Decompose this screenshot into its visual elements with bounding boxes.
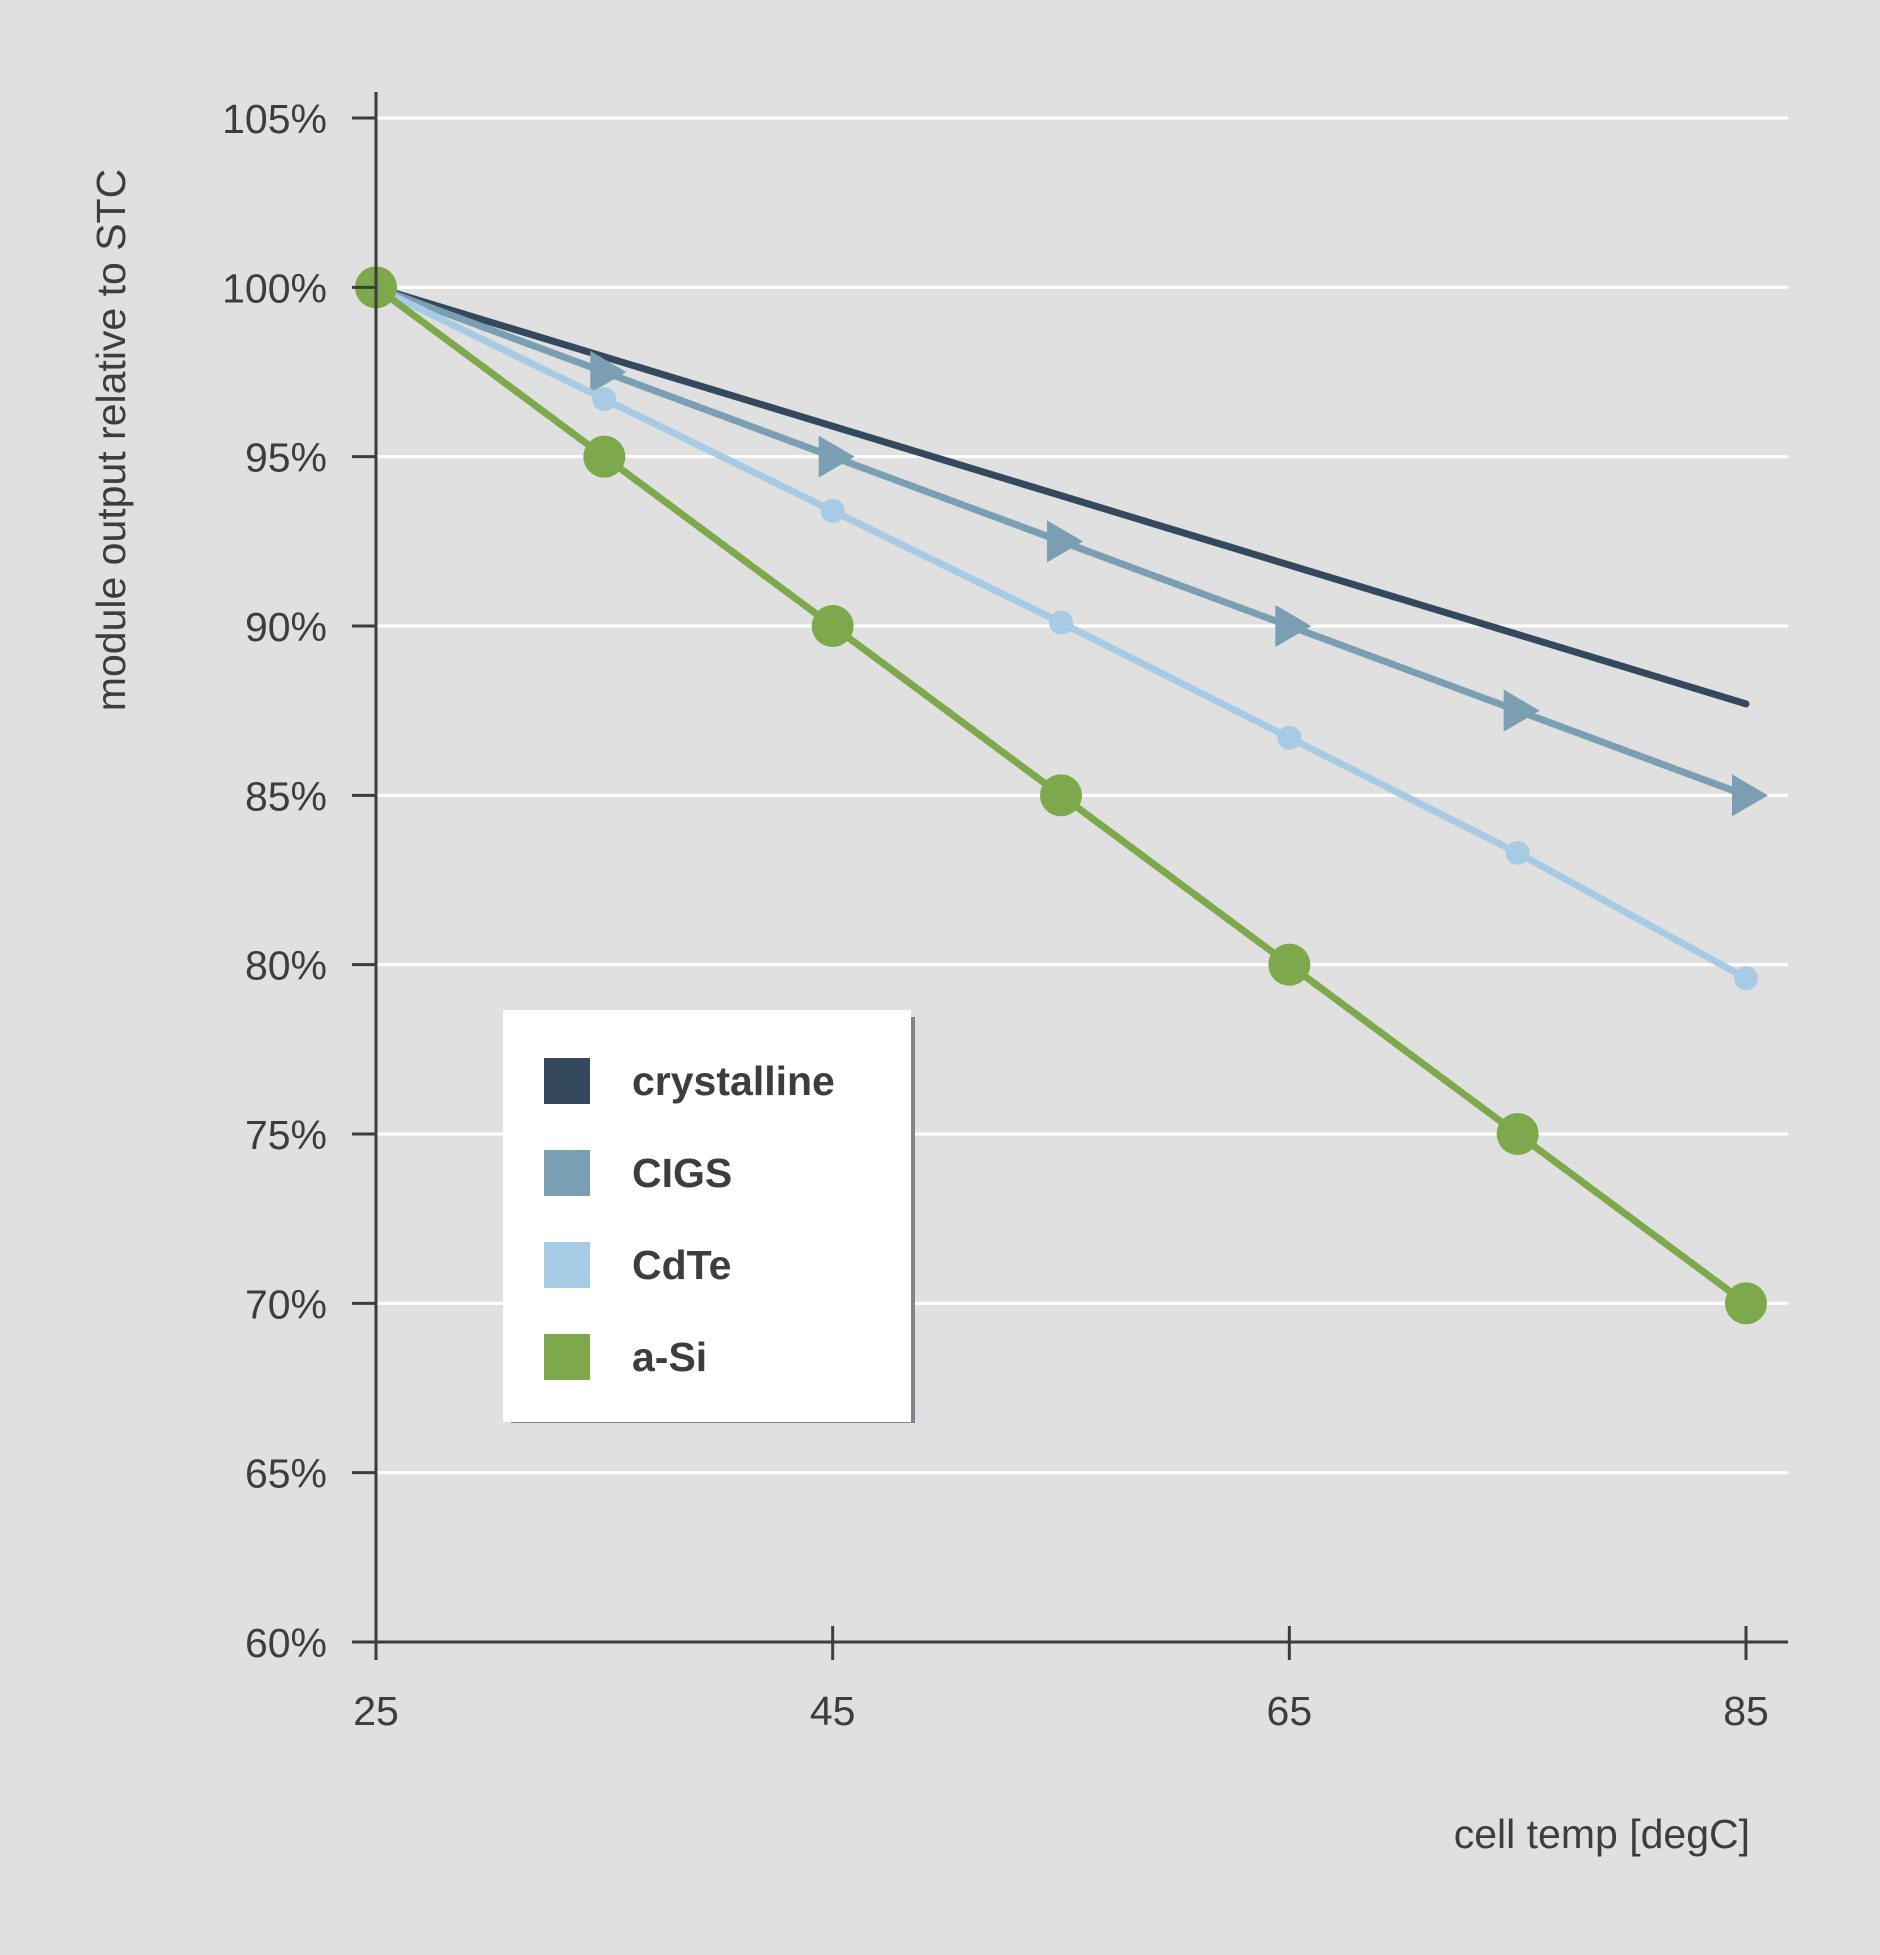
data-point-cigs	[590, 351, 627, 393]
data-point-cigs	[1047, 520, 1083, 563]
axes: 60% 65% 70% 75% 80% 85% 90% 95% 100% 105% 25 45 65 85	[222, 92, 1788, 1734]
legend-swatch-a-si	[544, 1334, 590, 1380]
legend-swatch-cdte	[544, 1242, 590, 1288]
data-point-cigs	[1275, 605, 1312, 647]
legend-label-crystalline: crystalline	[632, 1058, 835, 1104]
y-tick-label: 100%	[222, 265, 327, 311]
y-tick-label: 75%	[245, 1112, 327, 1158]
y-tick-label: 95%	[245, 435, 327, 481]
data-point-a-si	[583, 435, 626, 478]
y-tick-label: 65%	[245, 1451, 327, 1497]
y-axis-label: module output relative to STC	[88, 169, 134, 711]
data-point-a-si	[1040, 774, 1082, 817]
legend-swatch-crystalline	[544, 1058, 590, 1104]
legend-label-cdte: CdTe	[632, 1242, 731, 1288]
data-point-cdte	[1734, 966, 1758, 991]
y-tick-label: 80%	[245, 943, 327, 989]
legend-swatch-cigs	[544, 1150, 590, 1196]
y-tick-label: 70%	[245, 1281, 327, 1327]
legend-label-cigs: CIGS	[632, 1150, 732, 1196]
x-tick-label: 25	[353, 1688, 399, 1734]
data-point-cigs	[818, 435, 855, 478]
data-point-a-si	[811, 605, 854, 647]
legend-label-a-si: a-Si	[632, 1334, 707, 1380]
data-point-cdte	[1505, 840, 1530, 865]
data-point-cigs	[1732, 774, 1768, 817]
data-point-a-si	[1725, 1282, 1767, 1325]
data-point-cdte	[1049, 610, 1073, 635]
data-point-cdte	[820, 498, 845, 523]
series-line-crystalline	[372, 283, 1750, 708]
x-tick-label: 65	[1267, 1688, 1313, 1734]
y-tick-label: 85%	[245, 773, 327, 819]
y-tick-label: 60%	[245, 1620, 327, 1666]
x-axis-label: cell temp [degC]	[1454, 1811, 1750, 1857]
series-layer	[355, 266, 1768, 1325]
data-point-a-si	[1268, 943, 1311, 986]
data-point-cdte	[592, 387, 617, 412]
legend: crystalline CIGS CdTe a-Si	[503, 1010, 915, 1423]
data-point-cdte	[1277, 725, 1302, 750]
y-tick-label: 90%	[245, 604, 327, 650]
data-point-a-si	[1496, 1113, 1539, 1155]
data-point-cigs	[1503, 689, 1540, 732]
x-tick-label: 85	[1723, 1688, 1769, 1734]
y-tick-label: 105%	[222, 96, 327, 142]
x-tick-label: 45	[810, 1688, 856, 1734]
